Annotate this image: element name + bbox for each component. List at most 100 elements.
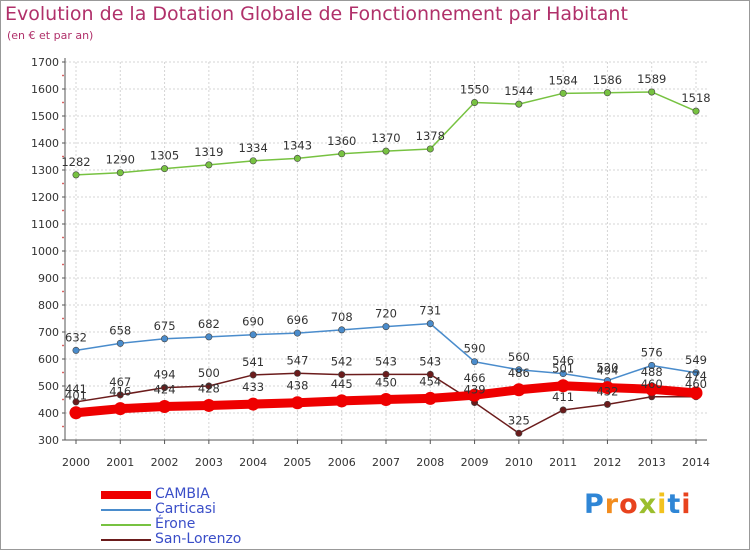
y-tick-label: 1100 [31,218,59,231]
data-point-cambia [335,394,349,408]
x-tick-label: 2006 [328,456,356,469]
data-point-cambia [645,382,659,396]
data-point-carticasi [116,339,124,347]
data-point-erone [382,147,390,155]
y-minor-dot [62,128,64,131]
data-point-erone [161,165,169,173]
data-point-erone [116,169,124,177]
x-tick-label: 2009 [461,456,489,469]
data-point-erone [515,100,523,108]
data-point-san-lorenzo [205,382,213,390]
x-tick-label: 2012 [593,456,621,469]
data-label-carticasi: 690 [242,315,264,329]
data-point-carticasi [426,320,434,328]
data-label-carticasi: 658 [109,323,131,337]
data-point-san-lorenzo [72,398,80,406]
y-tick-label: 700 [38,326,59,339]
y-minor-dot [62,209,64,212]
data-point-carticasi [72,346,80,354]
data-point-carticasi [293,329,301,337]
legend-swatch-cambia [101,491,151,499]
data-point-san-lorenzo [426,370,434,378]
y-minor-dot [62,182,64,185]
y-minor-dot [62,344,64,347]
data-label-san-lorenzo: 411 [552,390,574,404]
data-point-carticasi [161,335,169,343]
data-point-erone [471,99,479,107]
y-minor-dot [62,101,64,104]
data-label-carticasi: 720 [375,307,397,321]
legend-label-cambia: CAMBIA [155,486,210,502]
logo-letter: o [619,489,639,520]
data-label-erone: 1584 [549,73,578,87]
y-minor-dot [62,425,64,428]
data-point-carticasi [249,331,257,339]
data-point-erone [603,89,611,97]
data-label-erone: 1378 [416,129,445,143]
logo-letter: t [667,489,682,520]
y-minor-dot [62,263,64,266]
data-point-erone [293,154,301,162]
data-point-carticasi [692,369,700,377]
legend-label-erone: Érone [155,516,196,532]
y-tick-label: 900 [38,272,59,285]
data-label-erone: 1589 [637,72,666,86]
data-label-erone: 1319 [194,145,223,159]
data-point-carticasi [338,326,346,334]
data-label-cambia: 445 [331,377,353,391]
data-point-erone [72,171,80,179]
data-point-cambia [113,402,127,416]
data-point-erone [249,157,257,165]
data-point-cambia [202,398,216,412]
data-labels: 401 416 424 428 433 438 445 450 454 466 486 501 494 4… [61,72,710,427]
data-label-carticasi: 632 [65,330,87,344]
y-minor-dot [62,290,64,293]
data-label-erone: 1370 [371,131,400,145]
data-label-cambia: 486 [508,366,530,380]
data-point-cambia [556,379,570,393]
data-label-cambia: 494 [596,364,618,378]
x-tick-label: 2005 [283,456,311,469]
data-label-erone: 1518 [681,91,710,105]
y-tick-label: 1500 [31,110,59,123]
data-point-carticasi [559,370,567,378]
y-tick-label: 400 [38,407,59,420]
data-label-cambia: 488 [641,365,663,379]
data-point-cambia [689,386,703,400]
legend-label-san-lorenzo: San-Lorenzo [155,531,242,547]
data-label-san-lorenzo: 460 [685,377,707,391]
data-label-cambia: 501 [552,362,574,376]
y-minor-dot [62,155,64,158]
data-point-carticasi [471,358,479,366]
y-tick-label: 1200 [31,191,59,204]
data-label-erone: 1290 [106,153,135,167]
data-label-cambia: 450 [375,376,397,390]
data-label-cambia: 438 [286,379,308,393]
legend-swatch-san-lorenzo [101,539,151,541]
y-minor-dot [62,371,64,374]
data-point-carticasi [382,323,390,331]
data-point-san-lorenzo [161,384,169,392]
x-tick-label: 2004 [239,456,267,469]
logo-letter: i [681,489,692,520]
data-point-cambia [158,400,172,414]
data-point-cambia [600,381,614,395]
data-point-erone [648,88,656,96]
data-label-erone: 1334 [239,141,268,155]
data-label-san-lorenzo: 494 [154,368,176,382]
y-tick-label: 1700 [31,56,59,69]
data-label-carticasi: 576 [641,345,663,359]
data-label-carticasi: 549 [685,353,707,367]
data-point-san-lorenzo [603,400,611,408]
y-tick-label: 1300 [31,164,59,177]
data-point-erone [338,150,346,158]
y-minor-dot [62,74,64,77]
legend-swatch-erone [101,524,151,526]
chart-title: Evolution de la Dotation Globale de Fonc… [5,3,628,25]
data-label-cambia: 428 [198,381,220,395]
data-point-erone [426,145,434,153]
data-label-erone: 1343 [283,138,312,152]
axes: 300 400 500 600 700 800 900 1000 1100 1200 1300 140… [31,56,710,469]
data-point-cambia [290,396,304,410]
